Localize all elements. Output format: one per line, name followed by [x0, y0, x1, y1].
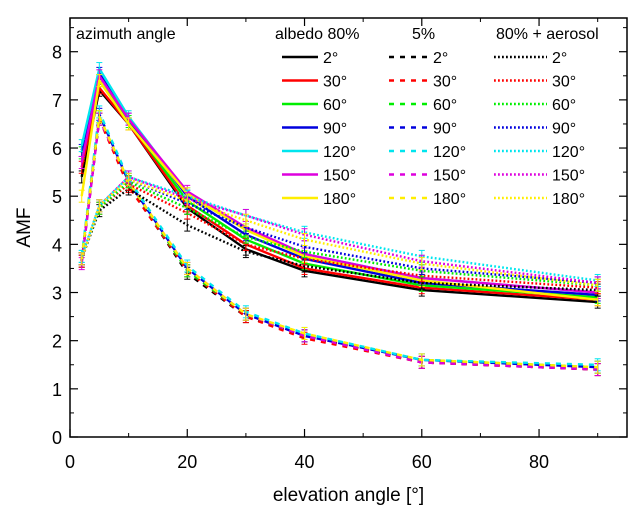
legend-label: 30° [323, 74, 347, 91]
y-tick-label: 1 [52, 380, 62, 400]
series-line [80, 180, 598, 287]
legend-label: 150° [552, 168, 585, 185]
y-axis-title: AMF [14, 207, 35, 247]
y-tick-label: 8 [52, 43, 62, 63]
legend-label: 90° [433, 121, 457, 138]
legend-label: 120° [552, 144, 585, 161]
y-tick-label: 6 [52, 139, 62, 159]
series-line [80, 187, 598, 292]
series-line [80, 86, 598, 301]
y-tick-label: 0 [52, 428, 62, 448]
y-tick-label: 5 [52, 187, 62, 207]
legend-label: 60° [552, 97, 576, 114]
series-line [80, 178, 598, 287]
legend-label: 120° [323, 144, 356, 161]
legend-label: 2° [433, 50, 448, 67]
x-axis-title: elevation angle [°] [273, 485, 424, 506]
ticks-layer: 0 20 40 60 80 0 1 2 3 4 5 6 7 8 [52, 18, 627, 472]
legend-title: azimuth angle [76, 26, 176, 43]
legend-label: 90° [323, 121, 347, 138]
legend-label: 150° [433, 168, 466, 185]
series-line [80, 110, 598, 366]
y-tick-label: 4 [52, 235, 62, 255]
plot-frame [69, 17, 628, 438]
legend-label: 180° [323, 191, 356, 208]
legend-label: 180° [552, 191, 585, 208]
x-tick-label: 20 [177, 452, 197, 472]
legend-label: 120° [433, 144, 466, 161]
legend: azimuth angle albedo 80% 5% 80% + aerosol 2°… [76, 26, 599, 208]
series-line [80, 113, 598, 369]
series-line [80, 175, 598, 282]
y-tick-label: 7 [52, 91, 62, 111]
legend-group-header: 5% [412, 26, 435, 43]
legend-label: 60° [323, 97, 347, 114]
x-tick-label: 0 [65, 452, 75, 472]
legend-label: 150° [323, 168, 356, 185]
series-layer [78, 62, 601, 377]
legend-label: 30° [433, 74, 457, 91]
legend-label: 30° [552, 74, 576, 91]
legend-group-header: 80% + aerosol [496, 26, 599, 43]
series-line [80, 88, 598, 304]
y-tick-label: 3 [52, 284, 62, 304]
legend-label: 60° [433, 97, 457, 114]
x-tick-label: 60 [412, 452, 432, 472]
legend-label: 2° [552, 50, 567, 67]
series-line [80, 115, 598, 369]
series-group [78, 170, 601, 297]
x-tick-label: 80 [529, 452, 549, 472]
y-tick-label: 2 [52, 332, 62, 352]
legend-label: 180° [433, 191, 466, 208]
legend-label: 90° [552, 121, 576, 138]
x-tick-label: 40 [295, 452, 315, 472]
legend-group-header: albedo 80% [275, 26, 360, 43]
legend-label: 2° [323, 50, 338, 67]
